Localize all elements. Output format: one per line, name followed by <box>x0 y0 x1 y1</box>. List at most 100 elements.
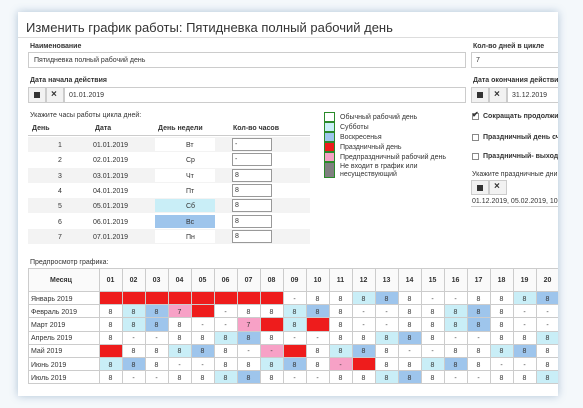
day-cell <box>467 358 490 372</box>
day-cell <box>306 344 329 358</box>
day-value: 8 <box>292 321 297 329</box>
checkbox-label: Сокращать продолжит <box>483 113 558 120</box>
label: Кол-во дней в цикле <box>473 43 545 50</box>
checkbox[interactable] <box>472 113 479 120</box>
day-cell <box>375 318 398 332</box>
day-cell <box>467 371 490 385</box>
day-cell <box>375 358 398 372</box>
date-input[interactable] <box>507 87 558 103</box>
clear-button[interactable] <box>46 87 64 103</box>
day-cell <box>490 331 513 345</box>
day-cell <box>283 305 306 319</box>
clear-button[interactable] <box>489 180 507 195</box>
day-value: 8 <box>223 348 228 356</box>
legend-swatch <box>324 142 335 152</box>
hours-input[interactable] <box>232 229 272 243</box>
hours-value: - <box>235 141 238 148</box>
clear-button[interactable] <box>489 87 507 103</box>
day-cell <box>122 344 145 358</box>
checkbox[interactable] <box>472 153 479 160</box>
day-cell <box>168 305 191 319</box>
weekday-cell <box>155 153 215 167</box>
column-header: День недели <box>158 125 203 132</box>
day-cell <box>168 331 191 345</box>
day-cell <box>306 305 329 319</box>
date-cell: 07.01.2019 <box>93 233 129 241</box>
legend-label: Субботы <box>340 124 369 131</box>
hours-input[interactable] <box>232 153 272 167</box>
day-value: 8 <box>545 361 550 369</box>
hours-input[interactable] <box>232 183 272 197</box>
weekday-cell <box>155 199 215 213</box>
date-input[interactable] <box>64 87 466 103</box>
day-cell <box>467 292 490 306</box>
day-cell <box>214 318 237 332</box>
day-cell <box>490 292 513 306</box>
day-cell <box>490 305 513 319</box>
day-cell <box>444 371 467 385</box>
day-value: 8 <box>430 308 435 316</box>
hours-input[interactable] <box>232 214 272 228</box>
day-cell <box>168 292 191 306</box>
day-cell <box>191 344 214 358</box>
header-cell <box>467 268 490 292</box>
text-input[interactable] <box>28 52 466 68</box>
day-cell <box>99 305 122 319</box>
day-cell <box>237 344 260 358</box>
day-header: 10 <box>313 277 322 284</box>
header-cell <box>99 268 122 292</box>
day-cell <box>490 344 513 358</box>
header-cell <box>513 268 536 292</box>
day-cell <box>467 318 490 332</box>
holidays-value: 01.12.2019, 05.02.2019, 10.0 <box>472 198 558 205</box>
day-value: 8 <box>292 361 297 369</box>
hours-value: 8 <box>235 171 239 179</box>
day-value: 8 <box>407 335 412 343</box>
header-cell <box>122 268 145 292</box>
day-value: 8 <box>545 374 550 382</box>
day-cell: 2 <box>58 157 62 165</box>
weekday-text: Вт <box>186 142 194 149</box>
day-cell <box>352 305 375 319</box>
hours-value: 8 <box>235 217 239 225</box>
header-cell <box>214 268 237 292</box>
day-value: 8 <box>269 361 274 369</box>
day-value: 8 <box>545 348 550 356</box>
day-cell <box>214 305 237 319</box>
day-value: 8 <box>499 295 504 303</box>
day-value: 8 <box>384 374 389 382</box>
calendar-icon <box>477 92 483 98</box>
date-cell: 01.01.2019 <box>93 142 129 149</box>
day-value: 8 <box>292 308 297 316</box>
day-cell <box>260 318 283 332</box>
label: Дата начала действия <box>30 77 107 84</box>
hours-input[interactable] <box>232 199 272 213</box>
date-cell: 04.01.2019 <box>93 187 129 195</box>
day-value: 8 <box>223 374 228 382</box>
header-cell <box>352 268 375 292</box>
day-cell <box>145 371 168 385</box>
day-value: 8 <box>384 361 389 369</box>
legend-label: Воскресенья <box>340 134 382 141</box>
day-value: 8 <box>453 321 458 329</box>
day-value: - <box>362 308 365 316</box>
day-cell <box>467 331 490 345</box>
day-cell <box>421 318 444 332</box>
day-value: 8 <box>407 361 412 369</box>
day-cell <box>421 331 444 345</box>
day-header: 03 <box>152 277 161 284</box>
day-cell: 1 <box>58 142 62 149</box>
day-cell <box>513 371 536 385</box>
day-cell <box>513 305 536 319</box>
clear-icon: × <box>494 181 500 192</box>
hours-input[interactable] <box>232 168 272 182</box>
hours-input[interactable] <box>232 138 272 151</box>
text-input[interactable] <box>471 52 558 68</box>
day-header: 08 <box>267 277 276 284</box>
day-value: 8 <box>407 321 412 329</box>
day-cell <box>536 331 558 345</box>
day-cell: 4 <box>58 187 62 195</box>
month-label: Май 2019 <box>31 348 63 356</box>
checkbox[interactable] <box>472 134 479 141</box>
legend-label: Не входит в график или несуществующий <box>340 163 418 178</box>
